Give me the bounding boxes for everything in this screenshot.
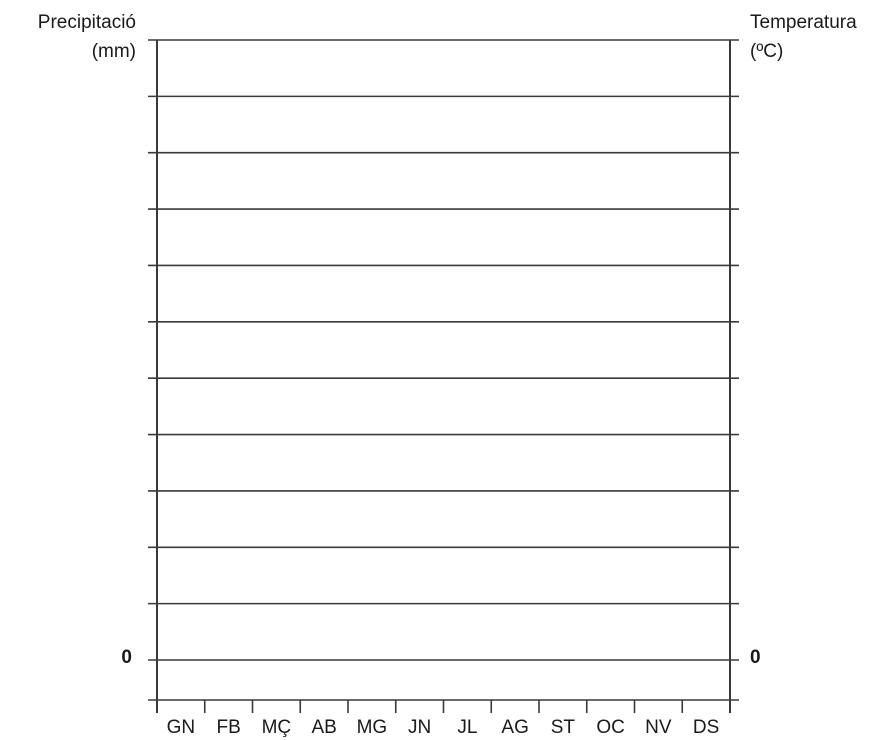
left-axis-title-line2: (mm) [92,41,136,62]
left-axis-title-line1: Precipitació [38,12,136,33]
month-label: GN [167,717,196,738]
left-axis-zero-label: 0 [121,647,132,668]
right-axis-zero-label: 0 [750,647,761,668]
month-label: JN [408,717,431,738]
month-label: OC [596,717,625,738]
right-axis-title-line1: Temperatura [750,12,857,33]
horizontal-gridlines [148,39,739,701]
month-labels: GN FB MÇ AB MG JN JL AG ST OC NV DS [167,717,720,738]
month-label: DS [693,717,719,738]
month-label: MÇ [262,717,292,738]
right-axis-title-line2: (ºC) [750,41,783,62]
x-axis-ticks [156,700,731,713]
month-label: AG [501,717,528,738]
month-label: JL [457,717,477,738]
month-label: AB [311,717,336,738]
month-label: FB [216,717,240,738]
month-label: ST [551,717,576,738]
month-label: NV [645,717,672,738]
month-label: MG [357,717,388,738]
